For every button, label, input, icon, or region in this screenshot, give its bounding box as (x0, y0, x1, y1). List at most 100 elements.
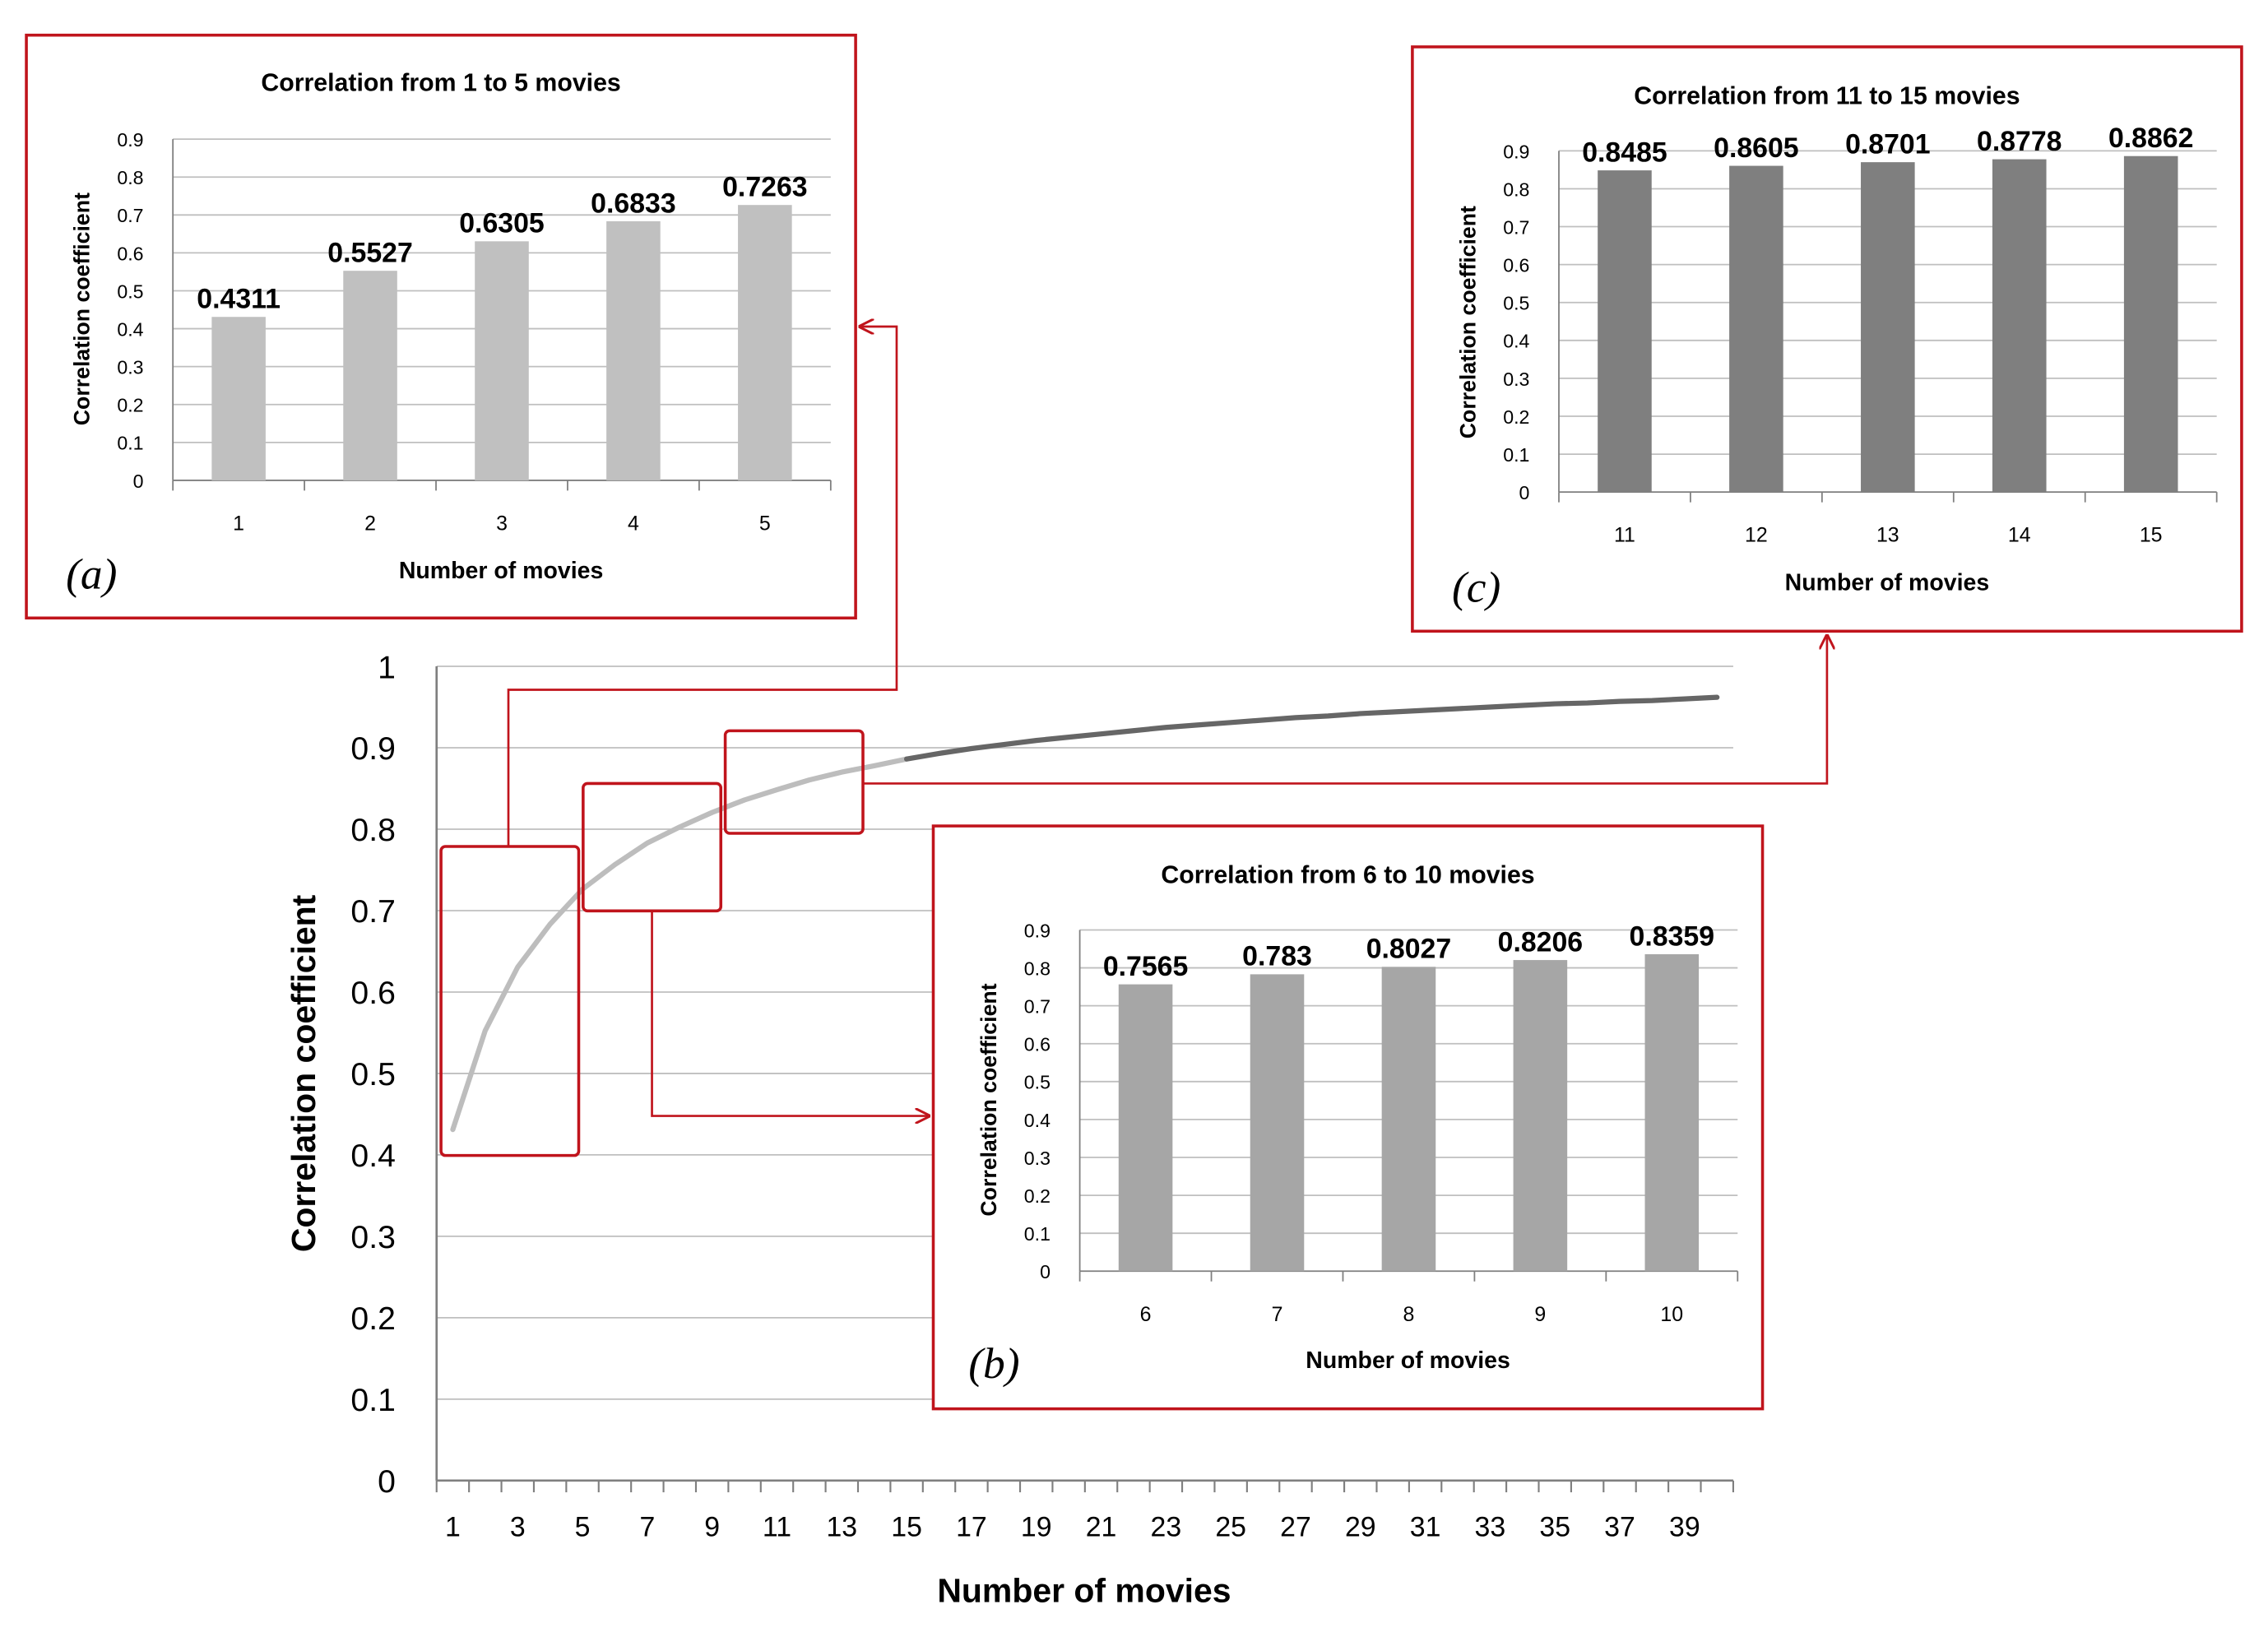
panel-b-y-tick-labels: 0 0.1 0.2 0.3 0.4 0.5 0.6 0.7 0.8 0.9 (1024, 920, 1051, 1282)
panel-b-category-label: 7 (1272, 1303, 1283, 1326)
main-x-tick-label: 25 (1215, 1512, 1246, 1543)
panel-a-x-axis-label: Number of movies (399, 558, 604, 584)
panel-c-category-label: 11 (1614, 524, 1635, 547)
main-x-axis-label: Number of movies (937, 1572, 1231, 1610)
panel-c-bar (1992, 159, 2047, 493)
panel-a-category-label: 2 (364, 512, 376, 535)
connector-arrow-b (651, 911, 930, 1115)
main-x-tick-label: 35 (1539, 1512, 1570, 1543)
main-x-tick-label: 37 (1604, 1512, 1635, 1543)
panel-b-title: Correlation from 6 to 10 movies (1161, 862, 1534, 889)
panel-a-title: Correlation from 1 to 5 movies (261, 69, 620, 96)
main-y-tick-label: 0.3 (350, 1220, 395, 1255)
panel-a-data-labels: 0.4311 0.5527 0.6305 0.6833 0.7263 (197, 172, 807, 315)
panel-b-data-label: 0.7565 (1103, 951, 1188, 982)
panel-a-y-tick-label: 0.2 (117, 395, 143, 416)
panel-c-data-label: 0.8485 (1582, 137, 1667, 168)
panel-a: Correlation from 1 to 5 movies 0 0.1 0.2 0.… (25, 33, 857, 620)
panel-c-y-axis-label: Correlation coefficient (1455, 206, 1480, 438)
panel-c-title: Correlation from 11 to 15 movies (1634, 82, 2020, 109)
panel-a-category-label: 5 (759, 512, 771, 535)
main-y-tick-label: 0.5 (350, 1057, 395, 1092)
panel-b-y-tick-label: 0.2 (1024, 1185, 1051, 1207)
main-curve (450, 694, 1720, 1133)
main-y-tick-label: 0.9 (350, 731, 395, 767)
main-y-tick-label: 0 (378, 1464, 396, 1500)
panel-a-data-label: 0.5527 (327, 238, 412, 269)
panel-a-bar (738, 205, 792, 480)
panel-b-bar (1644, 954, 1700, 1272)
panel-c-bars (1598, 155, 2178, 493)
panel-b-data-label: 0.8027 (1366, 934, 1451, 965)
panel-a-data-label: 0.4311 (197, 284, 281, 315)
panel-a-y-tick-label: 0.8 (117, 167, 143, 188)
panel-a-y-tick-label: 0.4 (117, 318, 143, 340)
panel-c-category-label: 15 (2140, 524, 2163, 547)
main-x-tick-label: 11 (763, 1512, 791, 1543)
panel-c-category-label: 13 (1876, 524, 1899, 547)
panel-b-data-label: 0.783 (1242, 941, 1312, 972)
panel-a-y-axis-label: Correlation coefficient (70, 192, 95, 425)
main-x-tick-labels: 1 3 5 7 9 11 13 15 17 19 21 23 25 27 29 31 33 35 37 39 (445, 1512, 1700, 1543)
panel-c-y-tick-label: 0.7 (1503, 216, 1529, 238)
panel-c-y-tick-label: 0.1 (1503, 444, 1529, 466)
panel-a-y-tick-label: 0.5 (117, 281, 143, 302)
panel-a-y-tick-label: 0 (133, 471, 144, 492)
main-y-tick-label: 0.6 (350, 976, 395, 1011)
panel-a-category-labels: 1 2 3 4 5 (233, 512, 771, 535)
highlight-box-6-to-10 (582, 781, 723, 913)
panel-c-y-tick-label: 0.4 (1503, 331, 1529, 352)
main-x-tick-label: 7 (639, 1512, 655, 1543)
panel-a-bars (211, 205, 792, 480)
panel-b-category-label: 6 (1140, 1303, 1152, 1326)
main-y-tick-label: 1 (378, 650, 396, 685)
panel-a-y-tick-labels: 0 0.1 0.2 0.3 0.4 0.5 0.6 0.7 0.8 0.9 (117, 129, 143, 492)
panel-b-y-tick-label: 0.4 (1024, 1110, 1051, 1131)
panel-b-y-tick-label: 0.1 (1024, 1223, 1051, 1245)
panel-a-bar (343, 271, 397, 480)
panel-a-category-label: 1 (233, 512, 244, 535)
panel-b-frame (931, 824, 1765, 1411)
panel-c-data-label: 0.8701 (1845, 128, 1930, 160)
main-x-tick-label: 13 (826, 1512, 857, 1543)
panel-c-y-tick-label: 0.5 (1503, 293, 1529, 314)
panel-c-y-tick-labels: 0 0.1 0.2 0.3 0.4 0.5 0.6 0.7 0.8 0.9 (1503, 141, 1529, 503)
main-y-tick-label: 0.4 (350, 1138, 395, 1174)
panel-c-y-tick-label: 0.3 (1503, 369, 1529, 390)
panel-c-y-tick-label: 0.8 (1503, 179, 1529, 200)
panel-b-bars (1118, 954, 1700, 1272)
panel-c-data-labels: 0.8485 0.8605 0.8701 0.8778 0.8862 (1582, 123, 2193, 168)
panel-c-category-labels: 11 12 13 14 15 (1614, 524, 2163, 547)
panel-b-y-tick-label: 0.7 (1024, 996, 1051, 1018)
connector-arrow-a (507, 327, 898, 846)
panel-c-bar (1861, 162, 1915, 493)
panel-c-y-tick-label: 0.9 (1503, 141, 1529, 162)
panel-b-y-tick-label: 0.5 (1024, 1072, 1051, 1093)
main-x-tick-label: 29 (1345, 1512, 1376, 1543)
main-x-tick-label: 23 (1151, 1512, 1182, 1543)
panel-c: Correlation from 11 to 15 movies 0 0.1 0.2… (1411, 45, 2243, 633)
main-x-ticks (435, 1480, 1735, 1493)
panel-a-label: (a) (66, 550, 117, 599)
main-curve-segment-light (450, 756, 910, 1133)
panel-b-y-axis-label: Correlation coefficient (976, 983, 1001, 1216)
panel-a-bar (606, 221, 661, 480)
main-x-tick-label: 31 (1410, 1512, 1441, 1543)
panel-a-bar (475, 241, 529, 480)
panel-a-data-label: 0.7263 (722, 172, 807, 203)
panel-b-bar (1250, 974, 1305, 1272)
panel-a-y-tick-label: 0.9 (117, 129, 143, 151)
panel-b-x-axis-label: Number of movies (1306, 1347, 1510, 1374)
main-y-tick-label: 0.2 (350, 1301, 395, 1337)
main-x-tick-label: 33 (1475, 1512, 1506, 1543)
panel-b-y-tick-label: 0.3 (1024, 1148, 1051, 1169)
main-x-tick-label: 1 (445, 1512, 461, 1543)
main-x-tick-label: 5 (575, 1512, 591, 1543)
panel-b-y-tick-label: 0 (1040, 1261, 1051, 1282)
main-curve-segment-dark (903, 694, 1720, 762)
panel-c-data-label: 0.8778 (1977, 126, 2062, 157)
panel-b-category-labels: 6 7 8 9 10 (1140, 1303, 1684, 1326)
panel-b-data-label: 0.8359 (1630, 921, 1714, 952)
panel-b: Correlation from 6 to 10 movies 0 0.1 0.2 0… (931, 824, 1765, 1411)
panel-b-y-tick-label: 0.6 (1024, 1034, 1051, 1055)
